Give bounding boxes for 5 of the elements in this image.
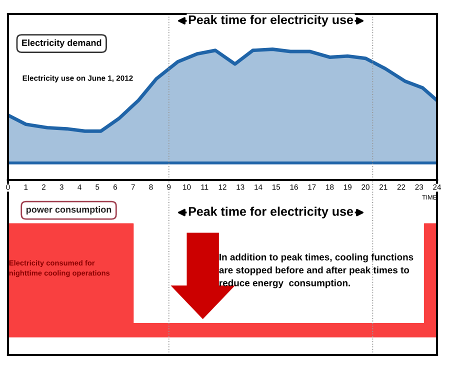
text: Peak time for electricity use bbox=[188, 14, 354, 27]
text: Electricity demand bbox=[22, 39, 102, 48]
text: Peak time for electricity use bbox=[188, 206, 354, 218]
text: power consumption bbox=[26, 206, 112, 214]
annotation: In addition to peak times, cooling functions are stopped before and after peak times to reduce energy consumption. bbox=[219, 254, 414, 288]
